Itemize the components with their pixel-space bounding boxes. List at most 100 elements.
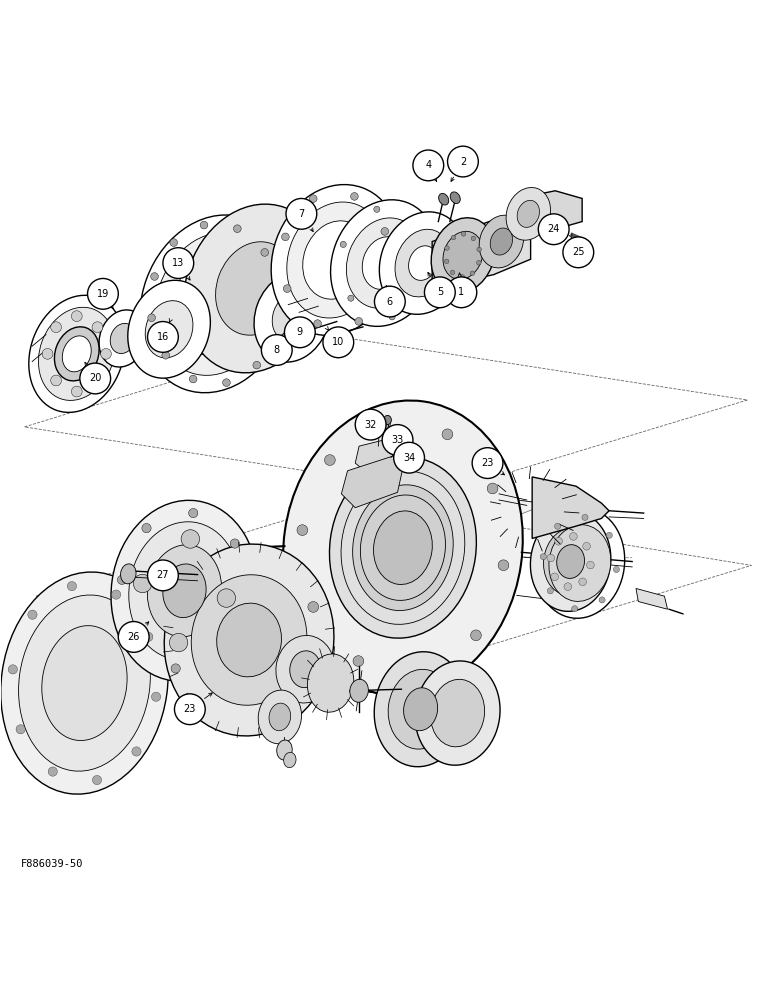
Ellipse shape (374, 652, 467, 767)
Ellipse shape (128, 280, 211, 378)
Ellipse shape (276, 740, 293, 760)
Ellipse shape (374, 415, 382, 425)
Circle shape (383, 279, 391, 287)
Ellipse shape (535, 508, 625, 618)
Circle shape (355, 409, 386, 440)
Ellipse shape (431, 679, 485, 747)
Circle shape (111, 590, 120, 599)
Ellipse shape (19, 595, 151, 771)
Polygon shape (113, 342, 154, 354)
Ellipse shape (163, 564, 206, 618)
Ellipse shape (271, 185, 401, 335)
Circle shape (313, 320, 321, 327)
Circle shape (613, 566, 619, 573)
Circle shape (476, 260, 481, 265)
Circle shape (394, 442, 425, 473)
Circle shape (92, 375, 103, 386)
Circle shape (297, 525, 308, 536)
Circle shape (382, 425, 413, 455)
Circle shape (8, 665, 18, 674)
Circle shape (348, 295, 354, 301)
Ellipse shape (258, 690, 302, 744)
Circle shape (230, 539, 239, 548)
Circle shape (445, 259, 449, 264)
Circle shape (174, 694, 205, 725)
Circle shape (283, 285, 291, 292)
Ellipse shape (374, 511, 432, 584)
Ellipse shape (42, 626, 127, 741)
Circle shape (570, 533, 577, 540)
Circle shape (87, 278, 118, 309)
Circle shape (134, 574, 152, 593)
Circle shape (461, 232, 466, 236)
Circle shape (350, 193, 358, 200)
Circle shape (217, 589, 235, 607)
Circle shape (151, 692, 161, 701)
Text: 4: 4 (425, 160, 432, 170)
Circle shape (310, 195, 317, 202)
Circle shape (381, 228, 388, 235)
Polygon shape (516, 191, 582, 237)
Ellipse shape (283, 400, 523, 695)
Circle shape (445, 246, 449, 250)
Ellipse shape (443, 231, 482, 279)
Ellipse shape (171, 253, 259, 355)
Polygon shape (432, 218, 530, 288)
Text: 32: 32 (364, 420, 377, 430)
Circle shape (147, 560, 178, 591)
Circle shape (554, 523, 560, 529)
Circle shape (253, 361, 261, 369)
Circle shape (71, 386, 82, 397)
Text: 26: 26 (127, 632, 140, 642)
Circle shape (599, 597, 605, 603)
Ellipse shape (328, 330, 340, 340)
Circle shape (282, 233, 290, 241)
Circle shape (422, 279, 428, 285)
Ellipse shape (302, 326, 313, 336)
Circle shape (188, 508, 198, 518)
Text: 19: 19 (96, 289, 109, 299)
Ellipse shape (431, 218, 495, 293)
Circle shape (563, 237, 594, 268)
Ellipse shape (490, 228, 513, 255)
Circle shape (340, 241, 347, 247)
Circle shape (555, 537, 563, 545)
Ellipse shape (549, 525, 611, 601)
Ellipse shape (129, 522, 240, 660)
Circle shape (323, 327, 354, 358)
Ellipse shape (530, 512, 611, 611)
Ellipse shape (438, 193, 449, 205)
Text: 5: 5 (437, 287, 443, 297)
Text: 1: 1 (459, 287, 465, 297)
Ellipse shape (388, 669, 453, 749)
Circle shape (233, 225, 241, 233)
Circle shape (324, 455, 335, 465)
Polygon shape (636, 588, 668, 609)
Circle shape (442, 429, 453, 440)
Circle shape (470, 271, 475, 276)
Text: 7: 7 (298, 209, 304, 219)
Circle shape (222, 379, 230, 386)
Text: 10: 10 (332, 337, 344, 347)
Text: 23: 23 (184, 704, 196, 714)
Ellipse shape (191, 575, 307, 705)
Circle shape (28, 610, 37, 619)
Polygon shape (190, 281, 217, 288)
Circle shape (448, 146, 479, 177)
Text: 2: 2 (460, 157, 466, 167)
Ellipse shape (347, 218, 422, 308)
Text: 6: 6 (387, 297, 393, 307)
Circle shape (415, 225, 422, 231)
Ellipse shape (517, 200, 540, 227)
Circle shape (151, 273, 158, 280)
Circle shape (147, 322, 178, 352)
Circle shape (48, 767, 57, 776)
Circle shape (272, 327, 279, 335)
Circle shape (171, 664, 181, 673)
Circle shape (374, 286, 405, 317)
Circle shape (93, 775, 102, 785)
Ellipse shape (450, 192, 460, 204)
Circle shape (142, 523, 151, 533)
Circle shape (472, 448, 503, 478)
Text: 13: 13 (172, 258, 185, 268)
